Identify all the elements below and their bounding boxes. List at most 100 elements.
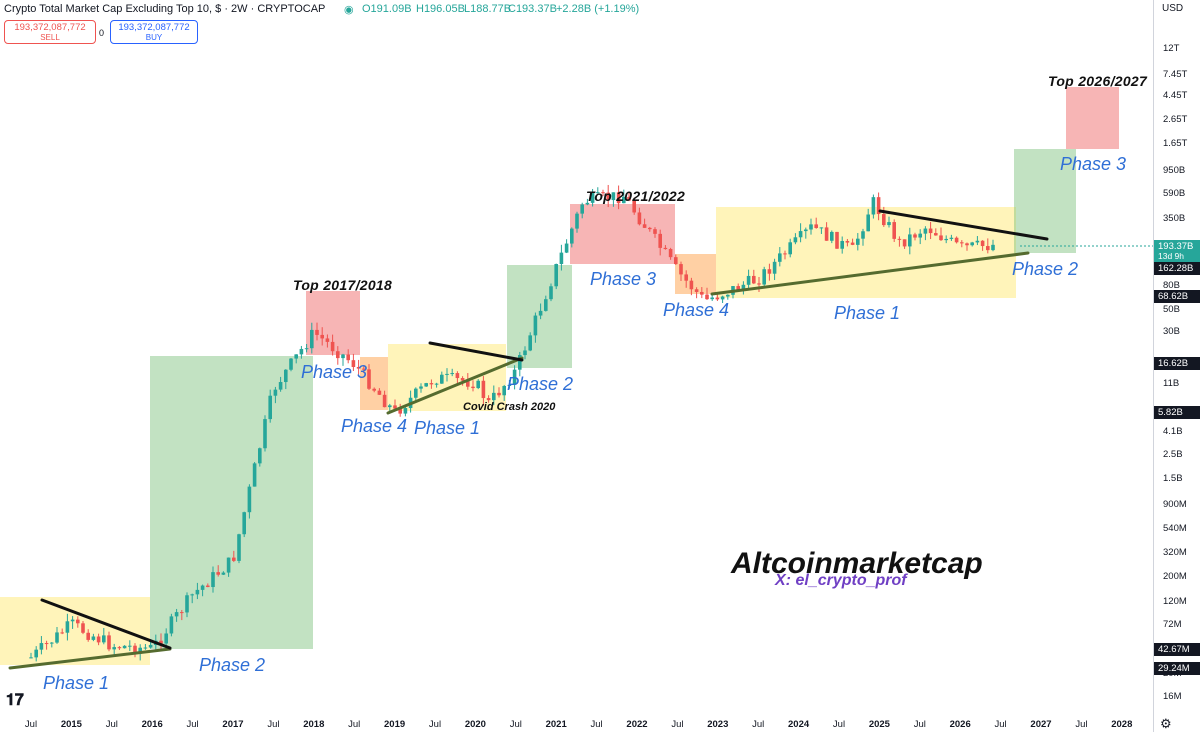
candle-body	[242, 512, 246, 535]
price-tick-label: 950B	[1163, 165, 1186, 176]
resistance-line-2015	[40, 598, 172, 650]
brand-watermark: Altcoinmarketcap	[731, 547, 983, 580]
settings-gear-icon[interactable]: ⚙	[1160, 716, 1172, 731]
phase4-label-2022: Phase 4	[663, 300, 730, 320]
candle-body	[315, 329, 319, 335]
top-2021-label: Top 2021/2022	[586, 188, 686, 204]
candle-body	[434, 383, 439, 385]
candle-body	[466, 380, 470, 387]
time-tick-label: 2026	[949, 719, 971, 730]
phase3-box-2021	[570, 204, 675, 264]
ohlc-open: O191.09B	[362, 3, 412, 15]
buy-button[interactable]: 193,372,087,772 BUY	[110, 20, 198, 44]
phase3-label-2022: Phase 3	[590, 269, 657, 289]
candle-body	[830, 231, 834, 241]
resistance-line-2019	[428, 341, 524, 362]
price-tick-label: 350B	[1163, 213, 1186, 224]
candle-body	[632, 200, 636, 213]
candle-body	[133, 645, 137, 654]
candle-body	[44, 643, 49, 645]
candle-body	[871, 197, 876, 215]
candle-body	[50, 642, 54, 644]
time-tick-label: 2027	[1030, 719, 1052, 730]
candle-body	[663, 247, 668, 250]
tradingview-logo[interactable]: 𝟏𝟕	[6, 690, 24, 709]
candle-body	[237, 534, 241, 561]
price-tick-label: 30B	[1163, 326, 1180, 337]
candle-body	[356, 366, 361, 369]
candle-body	[819, 227, 824, 229]
candle-body	[970, 242, 974, 246]
candle-body	[507, 384, 512, 387]
price-tag: 162.28B	[1154, 262, 1200, 275]
candle-body	[882, 214, 886, 226]
buy-price: 193,372,087,772	[118, 22, 190, 33]
chart-legend: Crypto Total Market Cap Excluding Top 10…	[0, 0, 1150, 20]
price-tick-label: 2.65T	[1163, 114, 1188, 125]
sell-button[interactable]: 193,372,087,772 SELL	[4, 20, 96, 44]
candle-body	[34, 649, 38, 658]
price-tick-label: 2.5B	[1163, 449, 1183, 460]
buy-label: BUY	[145, 33, 163, 42]
phase1-label-2015: Phase 1	[43, 673, 110, 693]
candle-body	[757, 283, 761, 285]
time-tick-label: Jul	[24, 719, 38, 730]
price-tick-label: 900M	[1163, 499, 1187, 510]
time-tick-label: Jul	[186, 719, 199, 730]
ohlc-low: L188.77B	[464, 3, 512, 15]
candle-body	[554, 264, 558, 287]
candle-body	[107, 635, 111, 650]
ohlc-high: H196.05B	[416, 3, 465, 15]
candle-body	[559, 252, 564, 265]
candle-body	[694, 289, 699, 292]
candle-body	[783, 253, 787, 255]
candle-body	[897, 238, 902, 240]
candle-body	[200, 585, 205, 590]
candle-body	[492, 392, 496, 401]
candle-body	[367, 369, 371, 389]
candle-body	[377, 390, 382, 395]
phase2-label-2026: Phase 2	[1012, 259, 1079, 279]
candle-body	[278, 382, 283, 390]
candle-body	[674, 257, 678, 265]
currency-label[interactable]: USD	[1162, 3, 1184, 14]
candle-body	[294, 354, 298, 359]
candle-body	[310, 329, 314, 349]
candle-body	[471, 386, 475, 389]
support-line-2019	[386, 356, 524, 415]
candle-body	[512, 369, 517, 385]
candle-body	[226, 557, 231, 573]
candle-body	[580, 204, 584, 214]
time-tick-label: 2023	[707, 719, 729, 730]
resistance-line-2024	[878, 209, 1049, 241]
plot-background	[0, 0, 1153, 732]
symbol-title[interactable]: Crypto Total Market Cap Excluding Top 10…	[4, 3, 326, 15]
candle-body	[564, 243, 569, 253]
price-tick-label: 200M	[1163, 571, 1187, 582]
candle-body	[460, 378, 465, 381]
phase3-box-2027	[1066, 87, 1119, 149]
phase1-label-2019: Phase 1	[414, 418, 481, 438]
price-chart[interactable]	[0, 0, 1153, 732]
candle-body	[741, 284, 746, 291]
candle-body	[403, 408, 408, 414]
candle-body	[720, 296, 725, 300]
top-2017-label: Top 2017/2018	[293, 277, 393, 293]
candle-body	[185, 595, 189, 613]
candle-body	[486, 398, 491, 401]
candle-body	[866, 214, 870, 232]
candle-body	[637, 212, 642, 225]
candle-body	[76, 619, 80, 624]
candle-body	[840, 241, 844, 249]
candle-body	[138, 647, 142, 654]
candle-body	[299, 348, 304, 355]
time-tick-label: Jul	[671, 719, 684, 730]
price-tick-label: 590B	[1163, 188, 1186, 199]
phase4-label-2019: Phase 4	[341, 416, 408, 436]
candle-body	[700, 291, 704, 295]
phase2-box-2016	[150, 356, 313, 649]
candle-body	[778, 253, 782, 262]
candle-body	[232, 557, 236, 561]
candle-body	[814, 224, 818, 229]
